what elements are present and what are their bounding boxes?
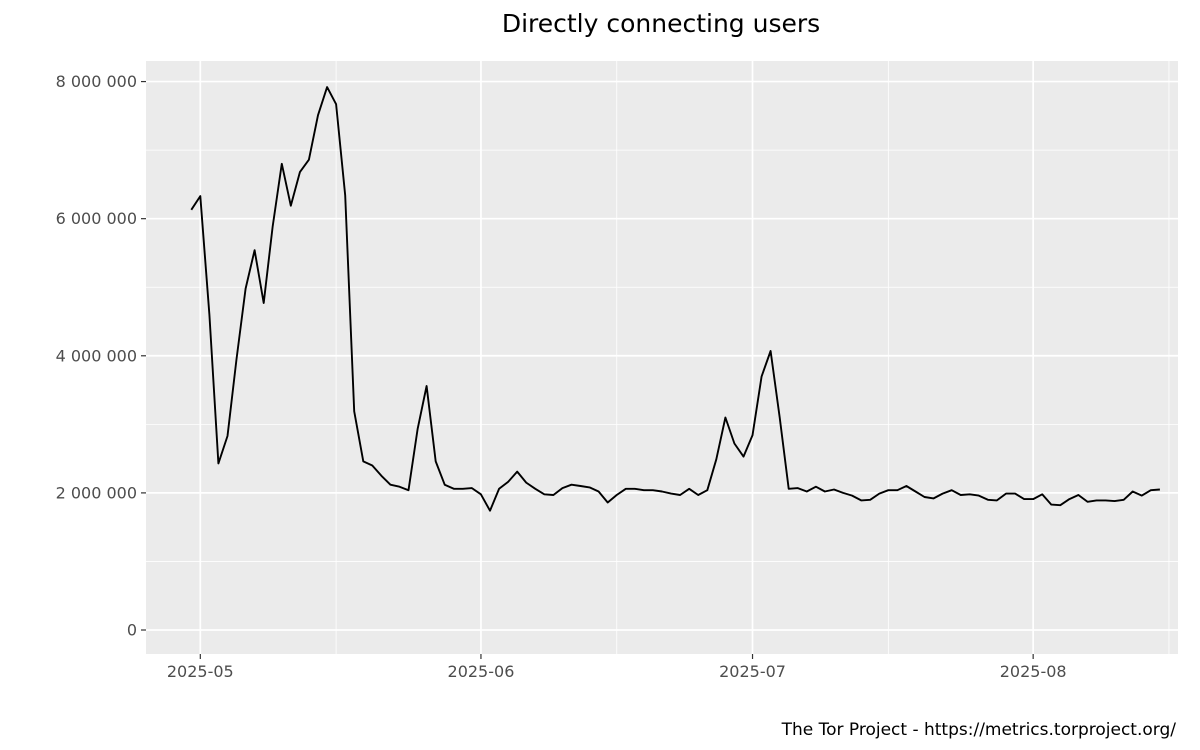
chart-caption: The Tor Project - https://metrics.torpro… (781, 720, 1177, 740)
series-line (190, 86, 1160, 512)
x-axis: 2025-05 2025-06 2025-07 2025-08 (167, 654, 1067, 681)
y-tick-label: 2 000 000 (56, 483, 137, 502)
minor-gridlines (146, 61, 1178, 654)
y-tick-label: 8 000 000 (56, 72, 137, 91)
plot-panel (146, 61, 1178, 654)
y-tick-label: 6 000 000 (56, 209, 137, 228)
chart-title: Directly connecting users (502, 9, 820, 38)
y-axis: 0 2 000 000 4 000 000 6 000 000 8 000 000 (56, 72, 146, 640)
x-tick-label: 2025-08 (1000, 662, 1067, 681)
series-layer (190, 86, 1160, 512)
x-tick-label: 2025-06 (448, 662, 515, 681)
y-tick-label: 0 (127, 621, 137, 640)
y-tick-label: 4 000 000 (56, 346, 137, 365)
x-tick-label: 2025-05 (167, 662, 234, 681)
x-tick-label: 2025-07 (719, 662, 786, 681)
